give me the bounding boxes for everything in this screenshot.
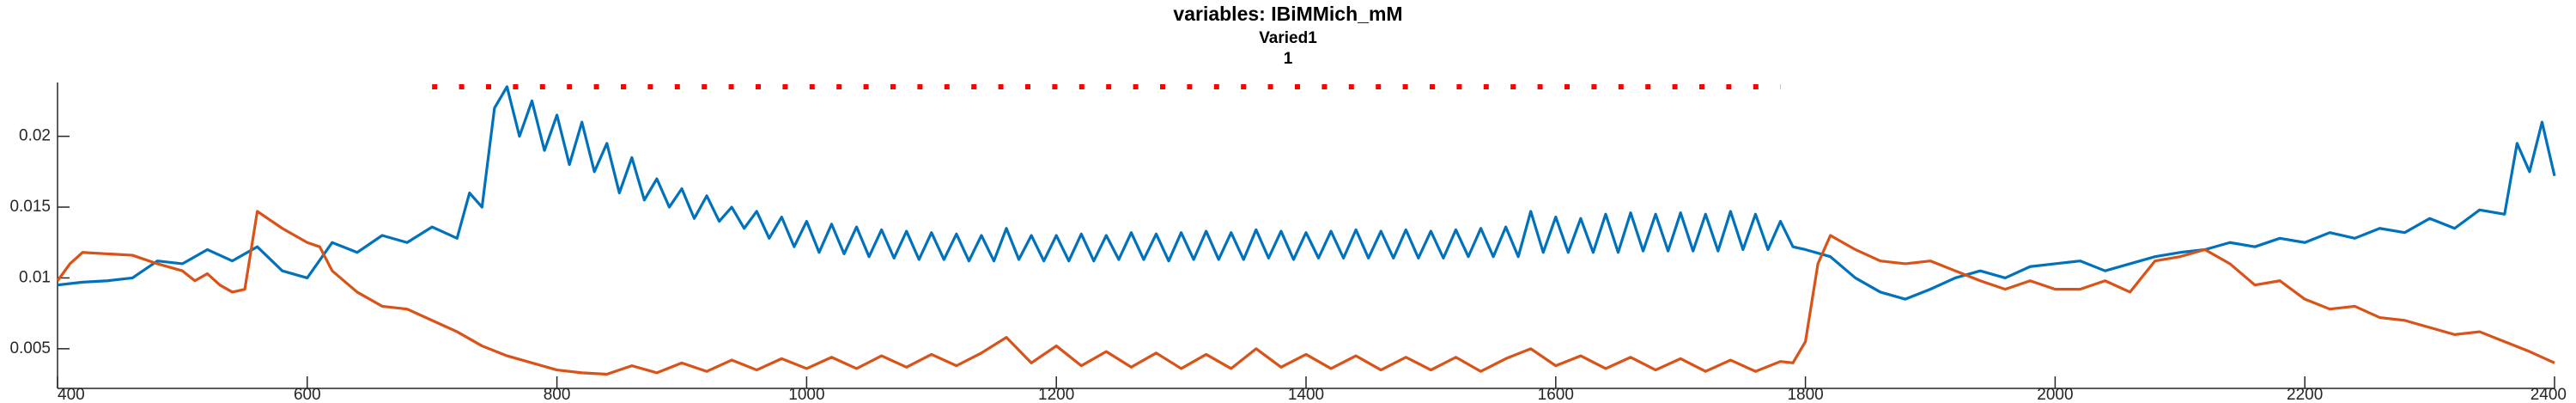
- x-tick-label: 2400: [2530, 386, 2567, 403]
- x-tick-label: 1000: [788, 386, 824, 403]
- x-tick-label: 2000: [2037, 386, 2073, 403]
- x-tick-label: 800: [544, 386, 571, 403]
- y-tick-label: 0.005: [9, 339, 51, 357]
- x-tick-label: 400: [58, 386, 85, 403]
- chart-title: variables: IBiMMich_mM: [1173, 3, 1402, 25]
- series-line: [57, 85, 2556, 301]
- x-tick-label: 1600: [1538, 386, 1574, 403]
- y-tick-label: 0.015: [9, 198, 51, 216]
- x-tick-label: 1200: [1038, 386, 1074, 403]
- chart-subtitle: 1: [1284, 50, 1293, 68]
- y-tick-label: 0.02: [19, 127, 51, 145]
- x-tick-label: 600: [294, 386, 321, 403]
- series-line: [56, 210, 2555, 376]
- x-tick-label: 1400: [1288, 386, 1324, 403]
- y-tick-label: 0.01: [19, 268, 51, 286]
- x-tick-label: 2200: [2287, 386, 2323, 403]
- x-tick-label: 1800: [1787, 386, 1823, 403]
- chart-subtitle: Varied1: [1259, 29, 1317, 47]
